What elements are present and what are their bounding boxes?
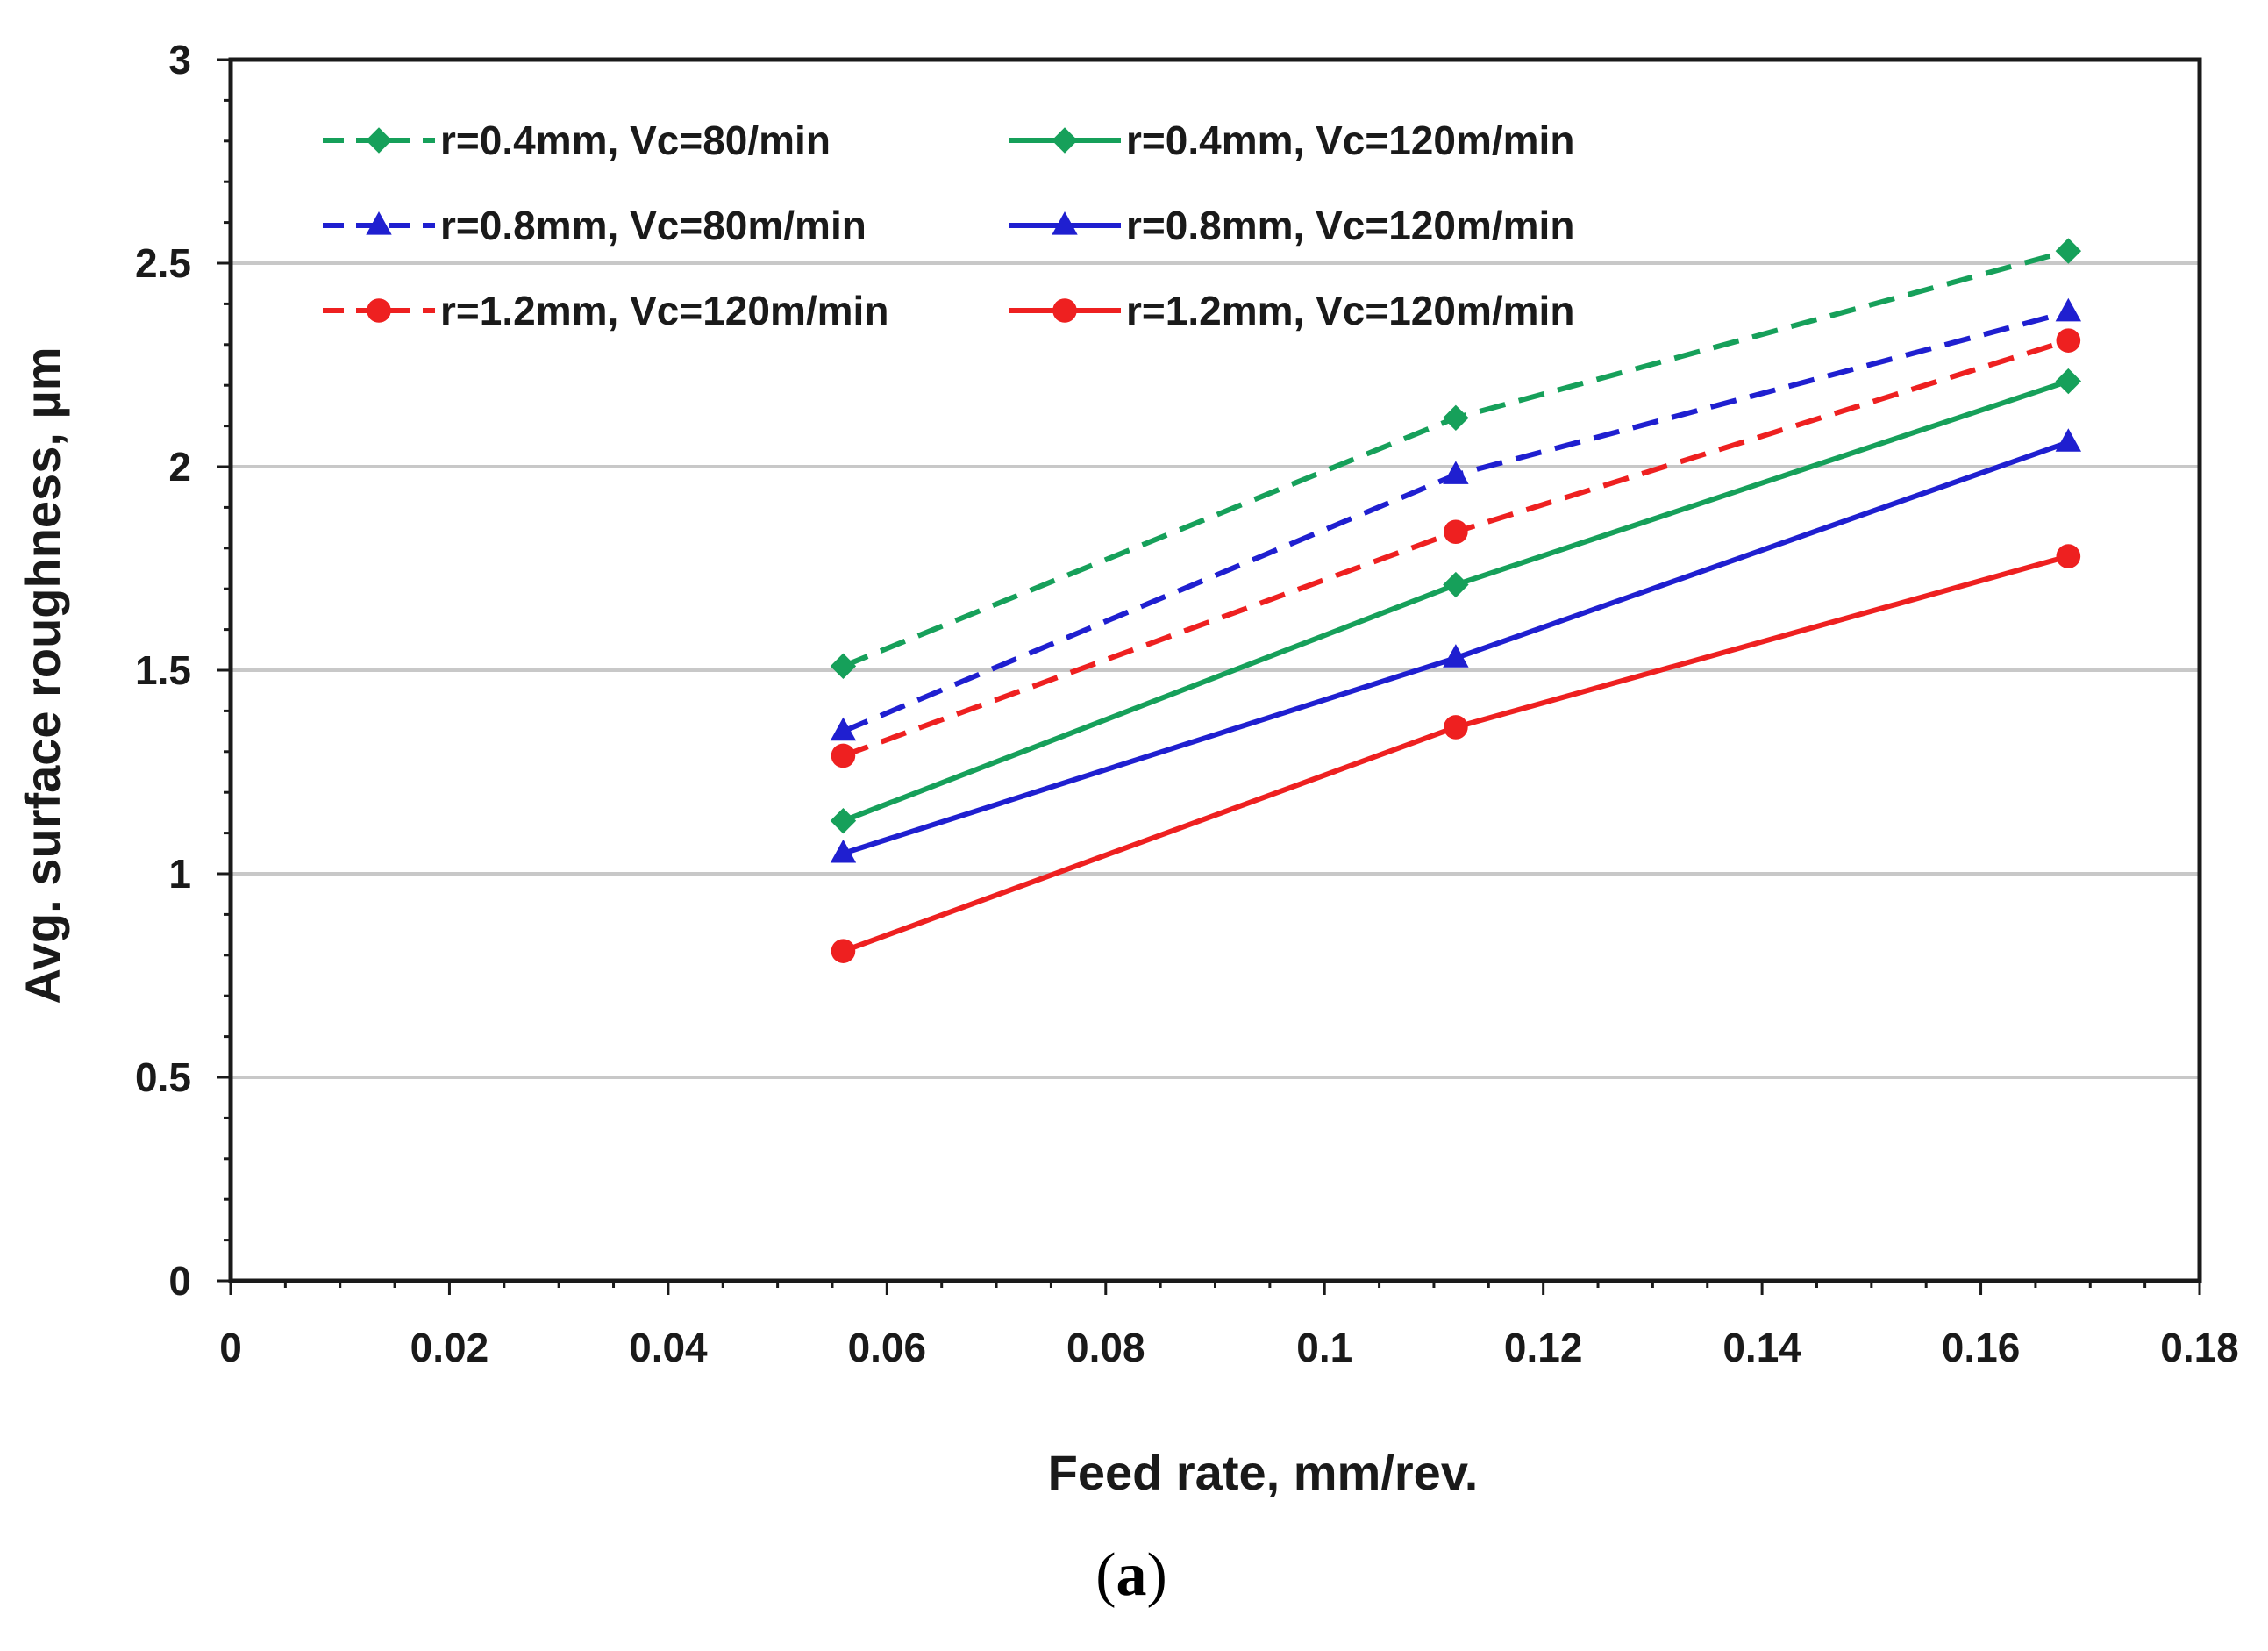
gridlines: [231, 261, 2200, 1079]
y-tick-label: 2.5: [135, 240, 191, 286]
y-tick-label: 2: [168, 444, 191, 490]
x-tick-label: 0.08: [1066, 1325, 1145, 1370]
x-tick-label: 0: [219, 1325, 242, 1370]
legend-entry-3: r=0.8mm, Vc=80m/min: [323, 203, 867, 248]
series-3: [830, 297, 2082, 741]
y-tick-label: 1.5: [135, 647, 191, 693]
data-point-triangle: [1443, 461, 1469, 484]
legend-entry-2: r=0.4mm, Vc=120m/min: [1009, 118, 1574, 163]
series-5: [831, 328, 2081, 768]
data-point-diamond: [366, 127, 392, 154]
caption-close-paren: ): [1147, 1541, 1167, 1609]
data-point-diamond: [830, 653, 857, 680]
data-point-circle: [2056, 328, 2081, 353]
data-point-diamond: [1443, 571, 1469, 598]
y-tick-label: 1: [168, 851, 191, 897]
y-axis-title: Avg. surface roughness, µm: [15, 347, 70, 1004]
data-point-diamond: [1052, 127, 1078, 154]
data-point-circle: [367, 298, 391, 323]
data-point-circle: [1052, 298, 1077, 323]
legend-label: r=0.8mm, Vc=80m/min: [440, 203, 867, 248]
data-point-triangle: [1443, 644, 1469, 668]
legend-label: r=1.2mm, Vc=120m/min: [1126, 288, 1574, 333]
axis-ticks: 0 0.5 1 1.5 2 2.5 3 0 0.02 0.04 0.06 0.08 0.1 0.12 0.1…: [135, 37, 2239, 1370]
y-tick-label: 0: [168, 1258, 191, 1304]
legend-label: r=0.4mm, Vc=120m/min: [1126, 118, 1574, 163]
data-point-diamond: [2055, 238, 2082, 264]
legend: r=0.4mm, Vc=80/min r=0.4mm, Vc=120m/min r=…: [323, 118, 1574, 333]
x-tick-label: 0.14: [1722, 1325, 1801, 1370]
legend-label: r=0.8mm, Vc=120m/min: [1126, 203, 1574, 248]
legend-label: r=0.4mm, Vc=80/min: [440, 118, 831, 163]
figure-caption: (a): [1095, 1541, 1167, 1609]
data-point-triangle: [1052, 211, 1078, 235]
data-point-circle: [831, 939, 856, 963]
legend-entry-4: r=0.8mm, Vc=120m/min: [1009, 203, 1574, 248]
data-point-triangle: [366, 211, 392, 235]
x-tick-label: 0.18: [2160, 1325, 2239, 1370]
legend-entry-1: r=0.4mm, Vc=80/min: [323, 118, 831, 163]
data-point-circle: [2056, 544, 2081, 568]
x-tick-label: 0.02: [410, 1325, 489, 1370]
caption-letter: a: [1116, 1541, 1147, 1609]
x-tick-label: 0.1: [1296, 1325, 1352, 1370]
data-series: [830, 238, 2082, 963]
x-tick-label: 0.16: [1942, 1325, 2021, 1370]
series-2: [830, 368, 2082, 834]
data-point-triangle: [830, 839, 857, 863]
data-point-diamond: [830, 807, 857, 834]
data-point-circle: [1444, 519, 1468, 545]
x-tick-label: 0.06: [848, 1325, 927, 1370]
caption-open-paren: (: [1095, 1541, 1116, 1609]
x-tick-label: 0.12: [1504, 1325, 1583, 1370]
legend-label: r=1.2mm, Vc=120m/min: [440, 288, 888, 333]
legend-entry-6: r=1.2mm, Vc=120m/min: [1009, 288, 1574, 333]
data-point-circle: [831, 743, 856, 768]
series-6: [831, 544, 2081, 963]
data-point-triangle: [2055, 428, 2082, 452]
data-point-circle: [1444, 715, 1468, 740]
y-tick-label: 0.5: [135, 1054, 191, 1100]
legend-entry-5: r=1.2mm, Vc=120m/min: [323, 288, 888, 333]
x-axis-title: Feed rate, mm/rev.: [1048, 1445, 1479, 1500]
x-tick-label: 0.04: [629, 1325, 708, 1370]
data-point-diamond: [2055, 368, 2082, 395]
data-point-triangle: [2055, 297, 2082, 322]
series-1: [830, 238, 2082, 680]
data-point-triangle: [830, 717, 857, 741]
y-tick-label: 3: [168, 37, 191, 82]
series-4: [830, 428, 2082, 863]
data-point-diamond: [1443, 404, 1469, 432]
